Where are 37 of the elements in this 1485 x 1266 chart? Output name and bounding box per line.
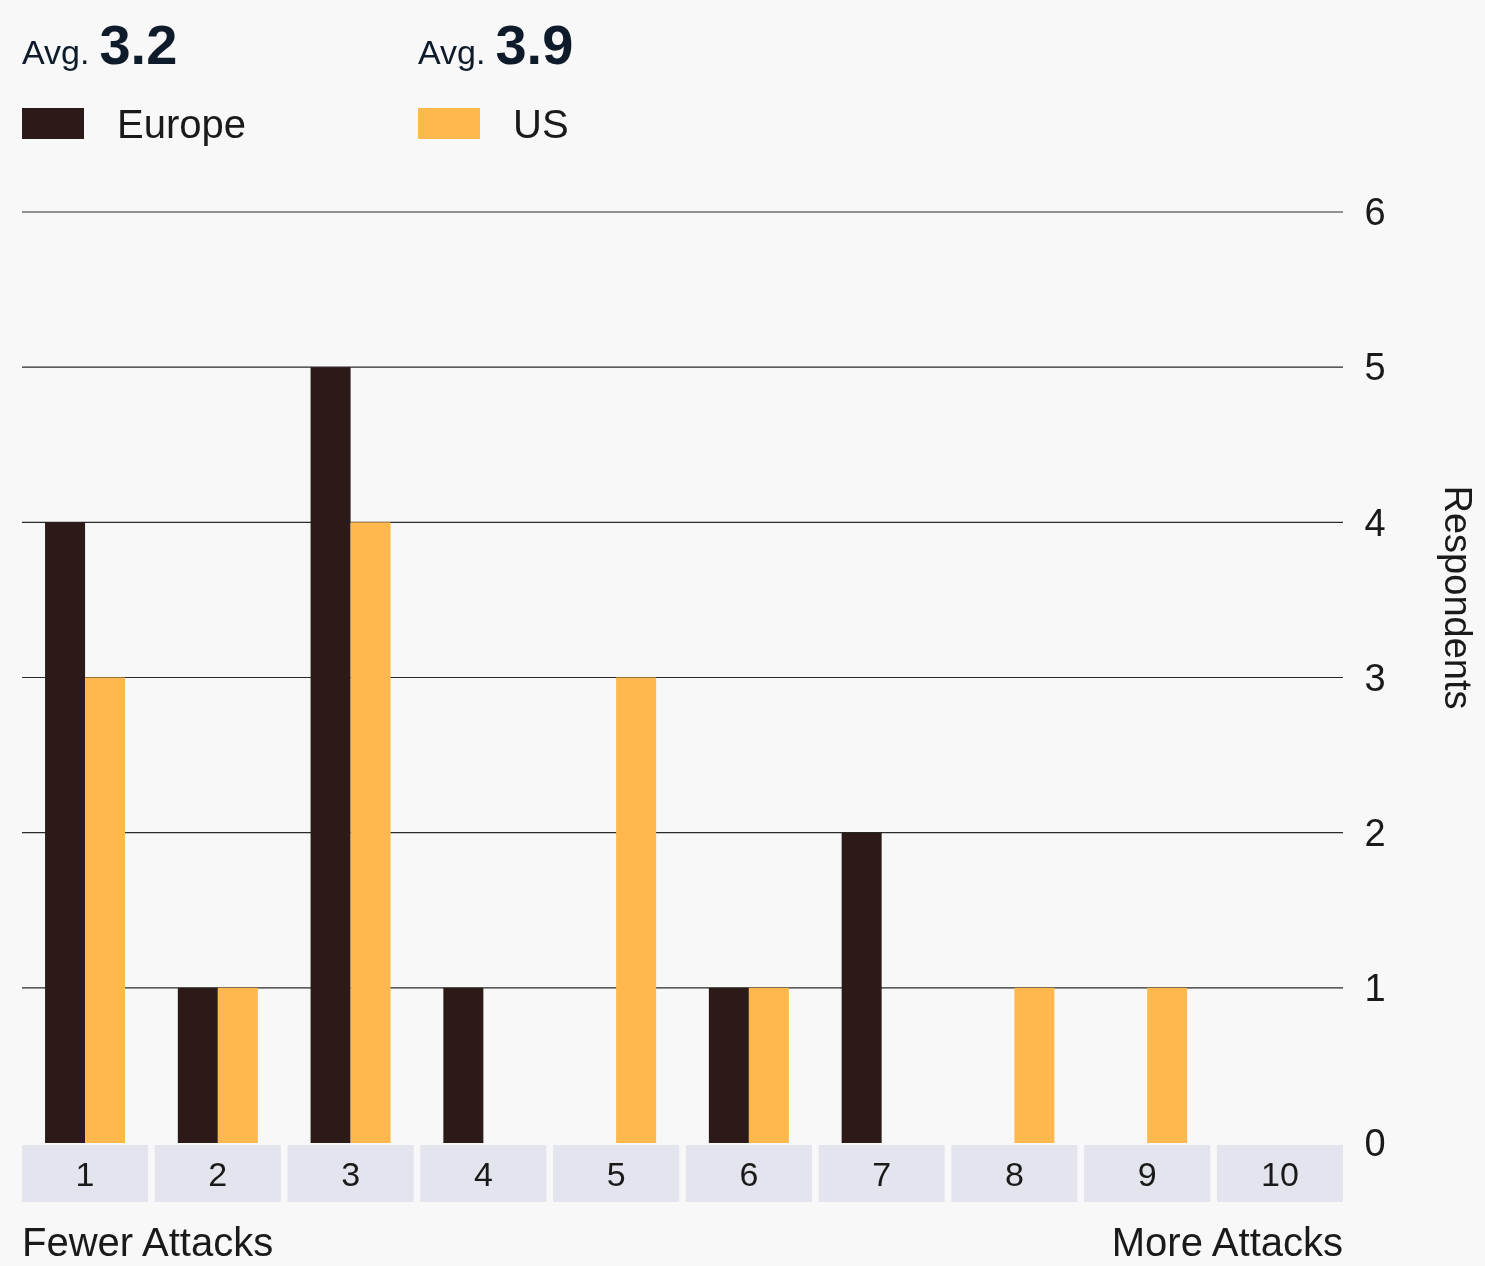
bar xyxy=(616,677,657,1143)
legend-label: Europe xyxy=(117,102,246,146)
text: Fewer Attacks xyxy=(22,1220,274,1264)
x-tick-label: 5 xyxy=(606,1154,626,1193)
bar xyxy=(1147,987,1188,1143)
bar xyxy=(350,522,391,1143)
x-tick-label: 6 xyxy=(739,1154,759,1193)
bar xyxy=(85,677,126,1143)
bar xyxy=(708,987,749,1143)
bar xyxy=(748,987,789,1143)
x-tick-label: 7 xyxy=(872,1154,892,1193)
text: Avg. 3.2 xyxy=(22,13,178,76)
y-tick-label: 3 xyxy=(1364,656,1386,699)
y-tick-label: 4 xyxy=(1364,501,1386,544)
x-tick-label: 4 xyxy=(473,1154,493,1193)
bar xyxy=(1014,987,1055,1143)
x-tick-label: 8 xyxy=(1004,1154,1024,1193)
y-axis-title: Respondents xyxy=(1437,485,1479,710)
x-tick-label: 10 xyxy=(1261,1154,1299,1193)
x-tick-label: 9 xyxy=(1137,1154,1157,1193)
bar xyxy=(310,367,351,1143)
y-tick-label: 5 xyxy=(1364,346,1386,389)
x-tick-label: 2 xyxy=(208,1154,228,1193)
y-tick-label: 6 xyxy=(1364,191,1386,234)
legend-label: US xyxy=(513,102,569,146)
bar xyxy=(45,522,86,1143)
bar xyxy=(217,987,258,1143)
bar xyxy=(841,832,882,1143)
y-tick-label: 0 xyxy=(1364,1122,1386,1165)
bar xyxy=(177,987,218,1143)
y-tick-label: 2 xyxy=(1364,811,1386,854)
y-tick-label: 1 xyxy=(1364,967,1386,1010)
x-tick-label: 3 xyxy=(341,1154,361,1193)
text: More Attacks xyxy=(1111,1220,1343,1264)
x-tick-label: 1 xyxy=(75,1154,95,1193)
bar xyxy=(443,987,484,1143)
text: Avg. 3.9 xyxy=(418,13,574,76)
